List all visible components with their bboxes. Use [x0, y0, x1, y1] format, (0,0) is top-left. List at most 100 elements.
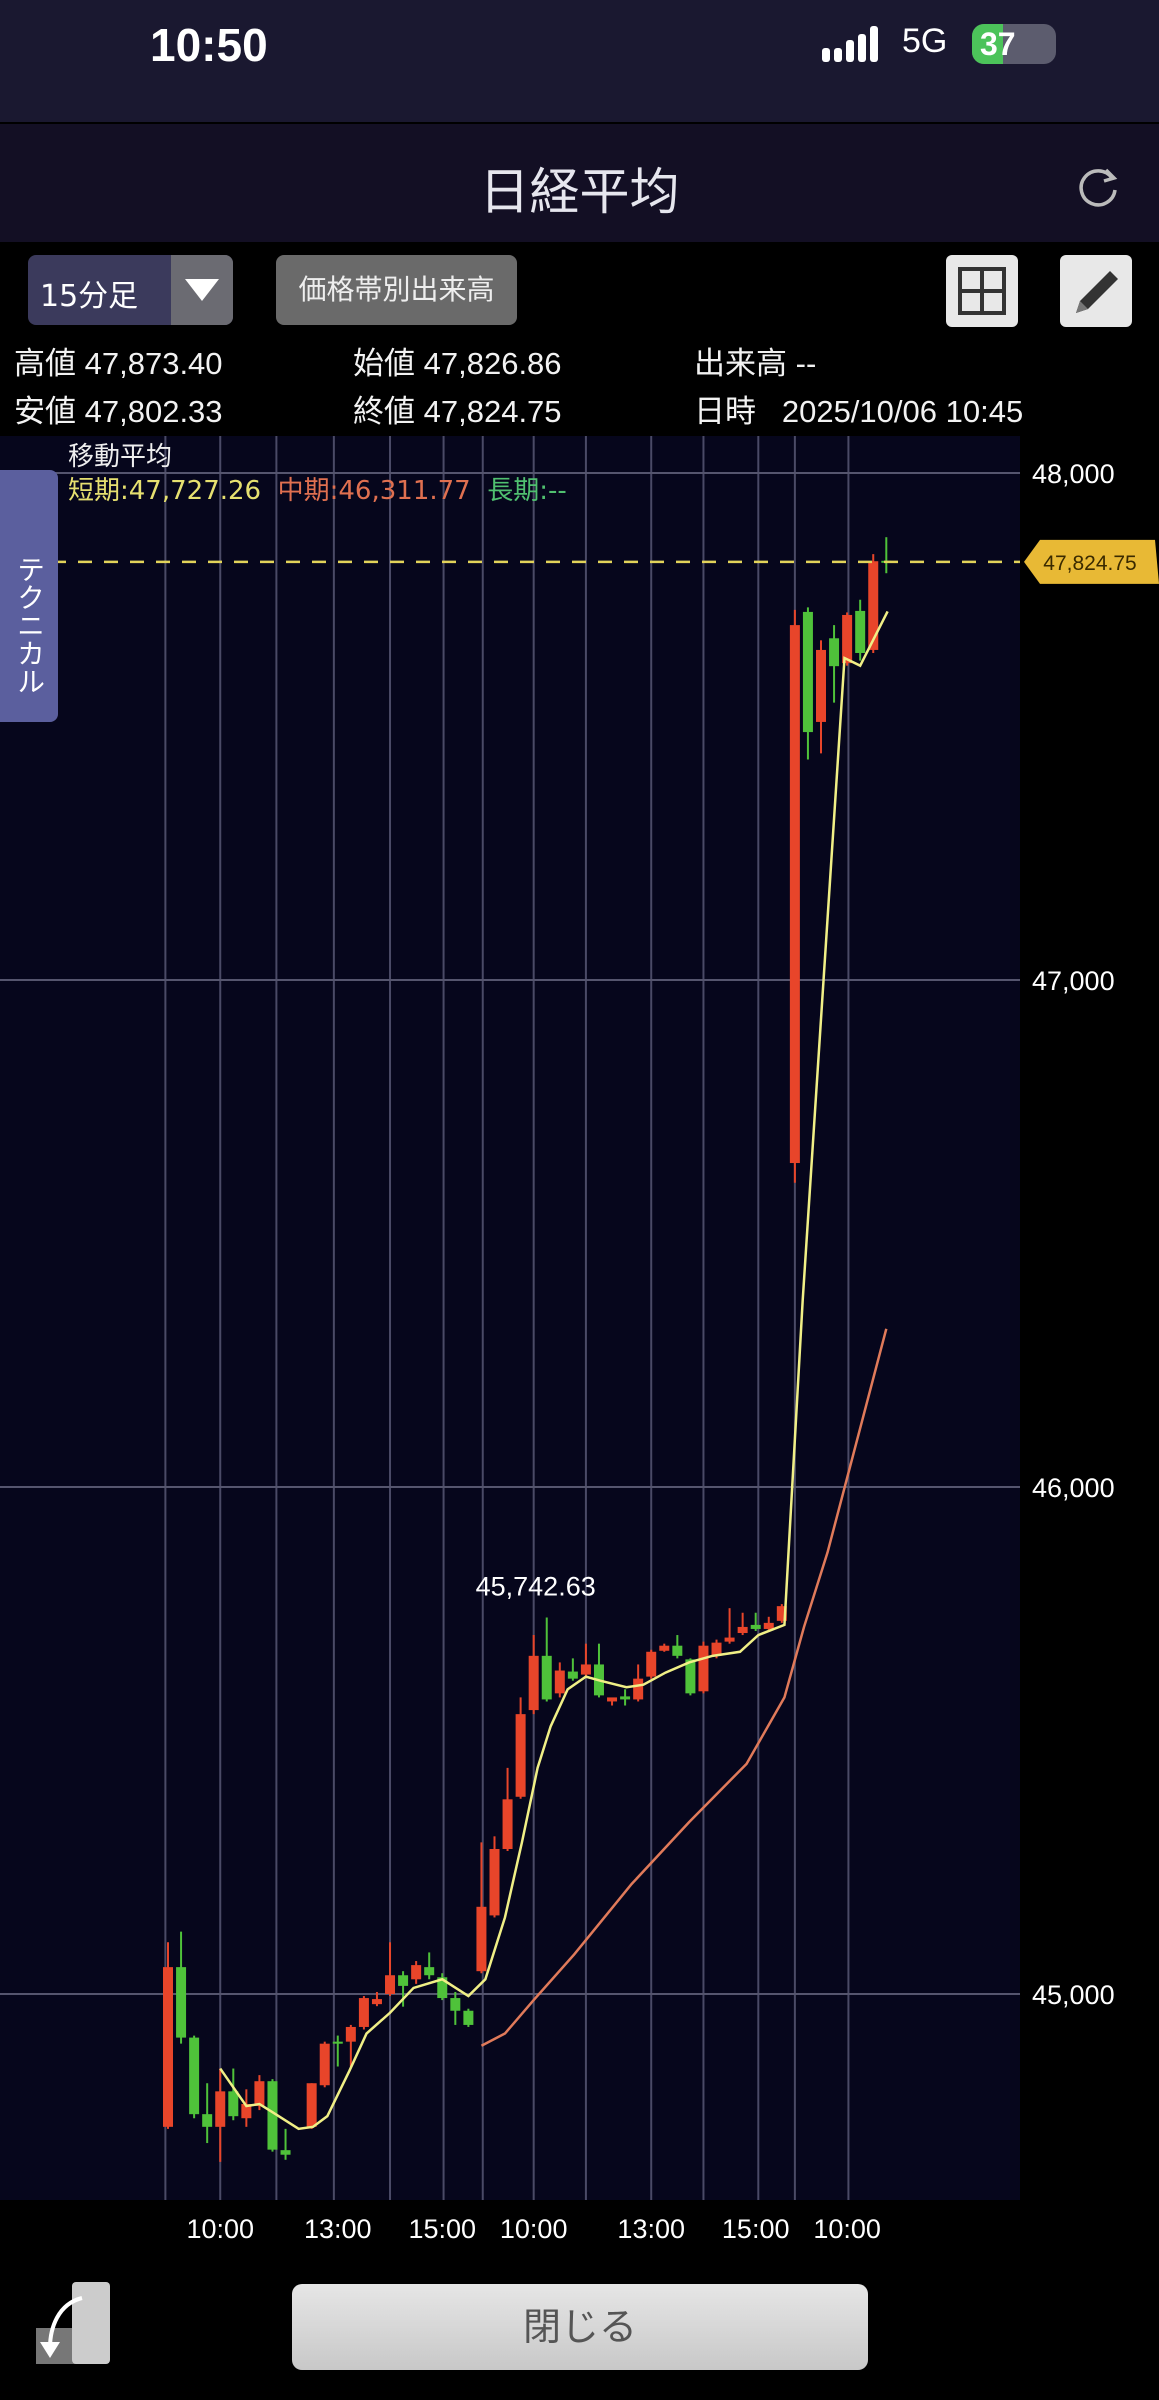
low-label: 安値: [14, 394, 76, 429]
plot-area: [0, 436, 1020, 2200]
candle: [385, 1942, 396, 1997]
candle-body: [659, 1645, 670, 1651]
refresh-icon[interactable]: [1074, 164, 1122, 212]
candle-body: [698, 1645, 709, 1692]
datetime-value: 2025/10/06 10:45: [781, 394, 1024, 429]
x-tick-label: 13:00: [617, 2214, 685, 2244]
candle: [411, 1961, 422, 1984]
candle: [241, 2089, 252, 2127]
candle: [163, 1942, 173, 2129]
candle-body: [750, 1624, 761, 1629]
candle-body: [763, 1622, 774, 1629]
candle-body: [816, 649, 826, 722]
candle: [855, 599, 866, 661]
candle-body: [541, 1655, 552, 1700]
candle: [580, 1643, 591, 1677]
signal-icon: [822, 26, 878, 62]
candle: [463, 2008, 474, 2027]
candle-body: [711, 1642, 722, 1656]
chevron-down-icon[interactable]: [171, 255, 233, 325]
candle-body: [502, 1799, 513, 1849]
title-bar: 日経平均: [0, 124, 1159, 242]
candle-body: [228, 2091, 239, 2117]
datetime-label: 日時: [694, 394, 756, 429]
datetime: 日時 2025/10/06 10:45: [694, 386, 1023, 431]
high-annotation: 45,742.63: [476, 1571, 596, 1601]
grid-layout-button[interactable]: [946, 255, 1018, 327]
candle-body: [646, 1651, 657, 1677]
candle-body: [672, 1645, 683, 1656]
candle-body: [463, 2010, 474, 2025]
candle: [698, 1641, 709, 1694]
y-tick-label: 47,000: [1032, 966, 1115, 996]
clock: 10:50: [150, 19, 268, 71]
candle: [502, 1767, 513, 1852]
draw-button[interactable]: [1060, 255, 1132, 327]
candle: [228, 2068, 239, 2121]
candle: [842, 612, 853, 666]
candle: [202, 2083, 213, 2144]
technical-tab[interactable]: テクニカル: [0, 470, 58, 722]
low-price: 安値 47,802.33: [14, 386, 223, 431]
open-value: 47,826.86: [423, 346, 562, 381]
interval-dropdown[interactable]: 15分足: [28, 255, 233, 325]
legend-title: 移動平均: [68, 442, 173, 472]
candle-body: [554, 1670, 565, 1694]
high-label: 高値: [14, 346, 76, 381]
x-tick-label: 15:00: [408, 2214, 476, 2244]
candle: [554, 1662, 565, 1698]
grid-icon: [958, 267, 1006, 315]
candle-body: [371, 1999, 382, 2005]
candle: [358, 1996, 369, 2030]
candle: [672, 1635, 683, 1659]
candlestick-chart[interactable]: 48,000 47,000 46,000 45,000 10:00 13:00 15:00 1…: [0, 0, 1159, 2260]
volume: 出来高 --: [694, 338, 816, 383]
candle-body: [829, 638, 840, 667]
x-tick-label: 10:00: [186, 2214, 254, 2244]
candle: [620, 1689, 631, 1706]
candle: [724, 1608, 735, 1644]
volume-value: --: [795, 346, 817, 381]
open-label: 始値: [353, 346, 415, 381]
candle-body: [267, 2081, 278, 2150]
legend-short-ma: 短期:47,727.26: [68, 476, 262, 506]
candle-body: [332, 2041, 343, 2044]
candle-body: [189, 2037, 200, 2115]
candle-body: [202, 2114, 213, 2127]
candle-body: [607, 1697, 618, 1702]
close-button[interactable]: 閉じる: [292, 2284, 868, 2370]
candle-body: [254, 2081, 265, 2107]
open-price: 始値 47,826.86: [353, 338, 562, 383]
candle-body: [345, 2026, 356, 2042]
candle-body: [319, 2043, 330, 2086]
candle-body: [685, 1659, 696, 1694]
candle-body: [476, 1906, 487, 1972]
candle-body: [515, 1714, 526, 1797]
high-value: 47,873.40: [84, 346, 223, 381]
current-price-tag: [1024, 539, 1159, 584]
legend-mid-ma: 中期:46,311.77: [277, 476, 471, 506]
candle-body: [450, 1998, 461, 2011]
candle-body: [437, 1977, 448, 1999]
status-bar: 10:50 5G 37: [0, 0, 1159, 122]
volume-profile-button[interactable]: 価格帯別出来高: [276, 255, 517, 325]
exit-icon[interactable]: [28, 2278, 112, 2366]
candle-body: [724, 1637, 735, 1642]
candle: [776, 1604, 787, 1623]
pencil-icon: [1076, 271, 1118, 313]
candle: [789, 609, 800, 1183]
x-tick-label: 15:00: [722, 2214, 790, 2244]
volume-label: 出来高: [694, 346, 787, 381]
candle-body: [176, 1967, 187, 2038]
candle-body: [789, 625, 800, 1164]
candle: [633, 1664, 644, 1702]
candle: [607, 1697, 618, 1706]
candle: [489, 1836, 500, 1918]
current-price-label: 47,824.75: [1043, 552, 1136, 575]
x-tick-label: 13:00: [304, 2214, 372, 2244]
battery-level: 37: [980, 26, 1016, 62]
candle-body: [855, 610, 866, 653]
candle-body: [868, 561, 879, 650]
candle-body: [424, 1967, 435, 1976]
candle-body: [163, 1967, 173, 2127]
